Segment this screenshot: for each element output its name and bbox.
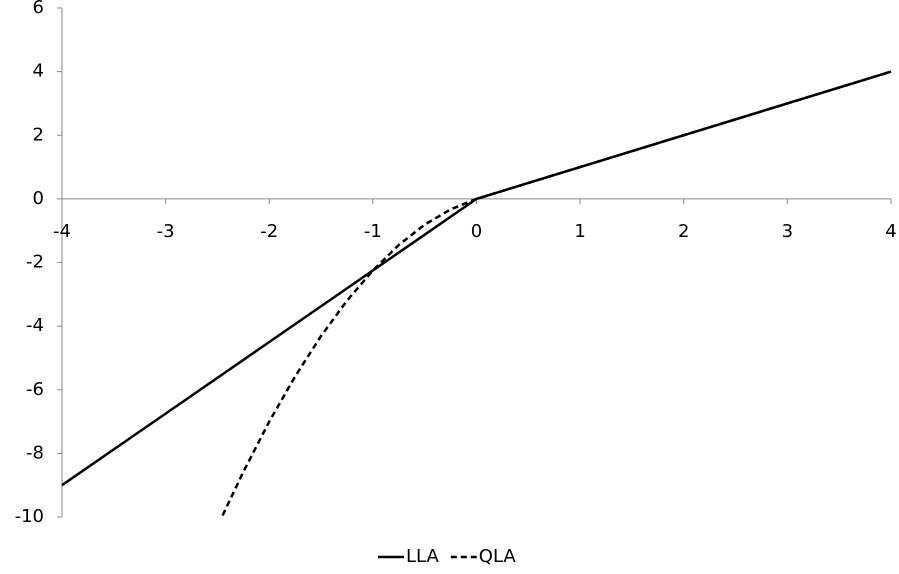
x-tick-label: 2 (678, 221, 689, 242)
y-tick-label: -4 (26, 315, 44, 336)
line-series (221, 70, 892, 516)
y-tick-label: -8 (26, 442, 44, 463)
x-tick-label: -1 (364, 221, 382, 242)
line-series (61, 70, 892, 487)
y-tick-label: -10 (15, 506, 44, 527)
x-tick-label: 1 (574, 221, 585, 242)
x-tick-label: -4 (53, 221, 71, 242)
x-tick-label: -3 (157, 221, 175, 242)
x-tick-label: -2 (260, 221, 278, 242)
y-tick-label: -6 (26, 379, 44, 400)
x-tick-label: 4 (885, 221, 896, 242)
y-tick-label: 4 (33, 61, 44, 82)
legend-label: LLA (406, 546, 439, 567)
x-tick-label: 0 (471, 221, 482, 242)
y-tick-label: 2 (33, 124, 44, 145)
x-tick-label: 3 (782, 221, 793, 242)
y-tick-label: 6 (33, 0, 44, 18)
y-tick-label: -2 (26, 252, 44, 273)
legend-label: QLA (479, 546, 517, 567)
y-tick-label: 0 (33, 188, 44, 209)
